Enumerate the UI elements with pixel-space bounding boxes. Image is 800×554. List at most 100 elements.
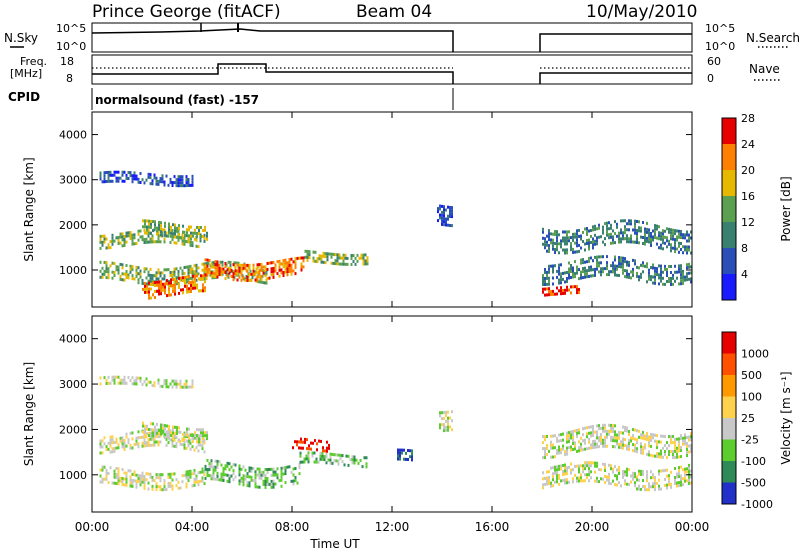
echo-cell <box>292 446 294 450</box>
echo-cell <box>676 247 678 251</box>
echo-cell <box>175 445 178 449</box>
echo-cell <box>564 230 566 234</box>
echo-cell <box>169 475 172 479</box>
echo-cell <box>272 479 275 483</box>
echo-cell <box>592 246 594 250</box>
echo-cell <box>610 482 612 486</box>
echo-cell <box>170 231 172 235</box>
echo-cell <box>169 228 172 232</box>
echo-cell <box>284 264 287 268</box>
echo-cell <box>654 278 656 282</box>
echo-cell <box>246 484 249 488</box>
echo-cell <box>608 472 610 476</box>
echo-cell <box>445 413 447 417</box>
echo-cell <box>137 442 140 446</box>
echo-cell <box>582 448 584 452</box>
echo-cell <box>171 487 174 491</box>
cpid-program: normalsound (fast) -157 <box>95 93 259 107</box>
echo-cell <box>612 235 614 239</box>
echo-cell <box>220 273 223 277</box>
echo-cell <box>202 286 204 290</box>
echo-cell <box>135 382 138 386</box>
echo-cell <box>544 277 546 280</box>
echo-cell <box>660 279 662 283</box>
echo-cell <box>131 277 134 281</box>
echo-cell <box>121 480 124 483</box>
echo-cell <box>437 210 439 214</box>
echo-cell <box>272 485 275 489</box>
echo-cell <box>307 457 310 461</box>
echo-cell <box>652 235 654 239</box>
echo-cell <box>558 482 560 486</box>
echo-cell <box>137 474 140 477</box>
echo-cell <box>672 246 674 250</box>
echo-cell <box>171 238 174 242</box>
echo-cell <box>405 451 407 455</box>
echo-cell <box>197 449 200 453</box>
echo-cell <box>670 441 672 445</box>
echo-cell <box>582 439 584 443</box>
echo-cell <box>144 287 146 291</box>
echo-cell <box>366 256 369 260</box>
echo-cell <box>610 223 612 227</box>
echo-cell <box>624 470 626 474</box>
echo-cell <box>230 268 233 272</box>
echo-cell <box>290 470 293 474</box>
echo-cell <box>338 253 341 257</box>
echo-cell <box>668 453 670 457</box>
echo-cell <box>151 237 154 241</box>
echo-cell <box>123 471 126 475</box>
echo-cell <box>254 278 257 282</box>
echo-cell <box>165 437 168 441</box>
echo-cell <box>590 235 592 238</box>
echo-cell <box>626 260 628 264</box>
echo-cell <box>614 436 616 440</box>
echo-cell <box>115 473 118 476</box>
echo-cell <box>650 485 652 489</box>
echo-cell <box>300 262 303 266</box>
echo-cell <box>160 221 162 225</box>
echo-cell <box>274 263 277 267</box>
echo-cell <box>191 445 194 449</box>
echo-cell <box>109 240 112 244</box>
echo-cell <box>654 281 656 285</box>
echo-cell <box>250 272 253 276</box>
echo-cell <box>590 461 592 465</box>
echo-cell <box>156 226 158 230</box>
echo-cell <box>642 270 644 274</box>
echo-cell <box>299 454 302 458</box>
echo-cell <box>169 438 172 442</box>
echo-cell <box>155 240 158 244</box>
echo-cell <box>612 264 614 268</box>
echo-cell <box>574 232 576 236</box>
echo-cell <box>290 266 293 270</box>
echo-cell <box>292 482 295 486</box>
echo-cell <box>578 268 580 272</box>
echo-cell <box>666 474 668 478</box>
echo-cell <box>676 437 678 441</box>
echo-cell <box>441 204 443 208</box>
echo-cell <box>196 286 198 290</box>
echo-cell <box>644 446 646 450</box>
echo-cell <box>258 476 261 480</box>
echo-cell <box>185 175 188 179</box>
echo-cell <box>604 423 606 427</box>
echo-cell <box>186 427 188 431</box>
echo-cell <box>660 276 662 280</box>
echo-cell <box>592 428 594 431</box>
echo-cell <box>125 234 128 238</box>
echo-cell <box>129 171 132 175</box>
echo-cell <box>115 446 118 450</box>
echo-cell <box>558 473 560 477</box>
echo-cell <box>184 275 186 279</box>
echo-cell <box>622 262 624 266</box>
echo-cell <box>690 481 692 485</box>
echo-cell <box>546 444 548 447</box>
echo-cell <box>674 449 676 453</box>
echo-cell <box>248 466 251 470</box>
echo-cell <box>580 258 582 262</box>
echo-cell <box>206 474 209 477</box>
echo-cell <box>212 471 215 475</box>
echo-cell <box>674 443 676 447</box>
echo-cell <box>121 278 124 282</box>
